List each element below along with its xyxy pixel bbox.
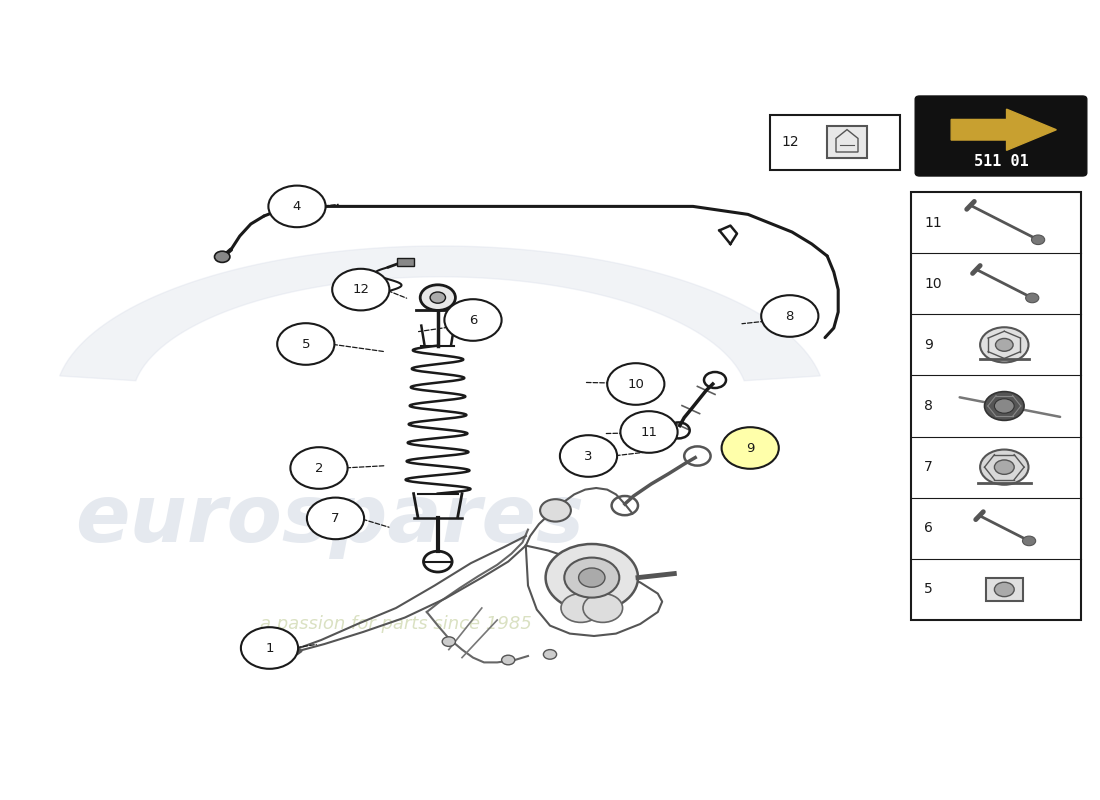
Circle shape	[214, 251, 230, 262]
FancyBboxPatch shape	[915, 96, 1087, 176]
Circle shape	[279, 642, 297, 654]
Circle shape	[268, 186, 326, 227]
Circle shape	[994, 582, 1014, 597]
Circle shape	[980, 327, 1028, 362]
Circle shape	[290, 447, 348, 489]
Bar	[911, 192, 1081, 620]
Text: eurospares: eurospares	[76, 481, 584, 559]
Text: 7: 7	[924, 460, 933, 474]
Circle shape	[980, 450, 1028, 485]
Text: 8: 8	[924, 399, 933, 413]
Circle shape	[1032, 235, 1045, 245]
Text: 12: 12	[352, 283, 370, 296]
Text: 5: 5	[301, 338, 310, 350]
Circle shape	[420, 285, 455, 310]
Circle shape	[994, 460, 1014, 474]
Circle shape	[561, 594, 601, 622]
Text: 1: 1	[265, 642, 274, 654]
Circle shape	[996, 338, 1013, 351]
Circle shape	[241, 627, 298, 669]
Circle shape	[560, 435, 617, 477]
Bar	[397, 258, 414, 266]
Text: 7: 7	[331, 512, 340, 525]
Text: 5: 5	[924, 582, 933, 597]
Text: a passion for parts since 1985: a passion for parts since 1985	[260, 615, 532, 633]
Polygon shape	[952, 109, 1056, 150]
Text: 511 01: 511 01	[974, 154, 1028, 169]
Circle shape	[994, 398, 1014, 413]
Circle shape	[1023, 536, 1036, 546]
Circle shape	[722, 427, 779, 469]
Circle shape	[277, 323, 334, 365]
Text: 6: 6	[469, 314, 477, 326]
Circle shape	[564, 558, 619, 598]
Bar	[827, 126, 867, 158]
Circle shape	[579, 568, 605, 587]
Circle shape	[444, 299, 502, 341]
Circle shape	[307, 498, 364, 539]
Text: 12: 12	[781, 135, 799, 150]
Circle shape	[540, 499, 571, 522]
Polygon shape	[59, 246, 821, 381]
Circle shape	[430, 292, 446, 303]
Text: 11: 11	[924, 215, 942, 230]
Circle shape	[442, 637, 455, 646]
Circle shape	[546, 544, 638, 611]
Text: 4: 4	[293, 200, 301, 213]
Text: 11: 11	[640, 426, 658, 438]
Text: 6: 6	[924, 522, 933, 535]
Text: 10: 10	[924, 277, 942, 290]
Text: 9: 9	[746, 442, 755, 454]
Text: 9: 9	[924, 338, 933, 352]
Text: 3: 3	[584, 450, 593, 462]
Circle shape	[761, 295, 818, 337]
Text: 10: 10	[627, 378, 645, 390]
Circle shape	[583, 594, 623, 622]
Text: 2: 2	[315, 462, 323, 474]
Circle shape	[1025, 293, 1038, 302]
Bar	[770, 115, 900, 170]
Circle shape	[620, 411, 678, 453]
Circle shape	[607, 363, 664, 405]
Bar	[986, 578, 1023, 601]
Circle shape	[543, 650, 557, 659]
Circle shape	[502, 655, 515, 665]
Circle shape	[332, 269, 389, 310]
Circle shape	[984, 391, 1024, 421]
Text: 8: 8	[785, 310, 794, 322]
